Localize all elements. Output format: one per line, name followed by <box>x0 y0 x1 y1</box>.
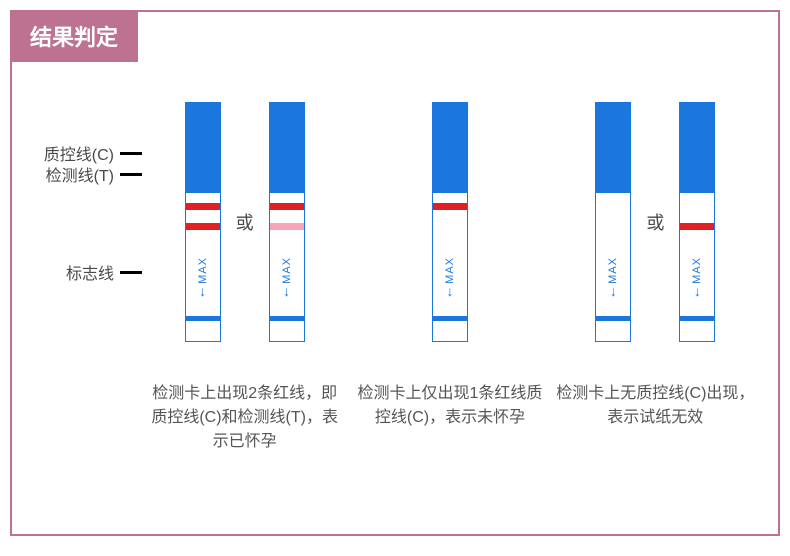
test-strip: MAX↓ <box>679 102 715 342</box>
strip-top-section <box>433 103 467 193</box>
test-line-band <box>680 223 714 230</box>
strips-row: MAX↓ <box>432 92 468 352</box>
result-group: MAX↓ 检测卡上仅出现1条红线质控线(C)，表示未怀孕 <box>350 92 550 514</box>
max-label: MAX <box>607 257 619 284</box>
max-label: MAX <box>444 257 456 284</box>
test-line-band <box>270 223 304 230</box>
strip-top-section <box>596 103 630 193</box>
result-group: MAX↓或MAX↓检测卡上出现2条红线，即质控线(C)和检测线(T)，表示已怀孕 <box>145 92 345 514</box>
arrow-down-icon: ↓ <box>283 283 290 299</box>
content-area: 质控线(C) 检测线(T) 标志线 MAX↓或MAX↓检测卡上出现2条红线，即质… <box>12 12 778 534</box>
arrow-down-icon: ↓ <box>199 283 206 299</box>
label-line-indicator <box>120 271 142 274</box>
labels-column: 质控线(C) 检测线(T) 标志线 <box>32 92 142 514</box>
control-line-band <box>433 203 467 210</box>
max-section: MAX↓ <box>186 243 220 313</box>
marker-line-band <box>680 316 714 321</box>
label-test-line: 检测线(T) <box>12 162 142 186</box>
test-strip: MAX↓ <box>432 102 468 342</box>
groups-container: MAX↓或MAX↓检测卡上出现2条红线，即质控线(C)和检测线(T)，表示已怀孕… <box>142 92 758 514</box>
label-test-text: 检测线(T) <box>46 162 114 186</box>
result-description: 检测卡上无质控线(C)出现，表示试纸无效 <box>555 382 755 430</box>
marker-line-band <box>186 316 220 321</box>
control-line-band <box>270 203 304 210</box>
strip-top-section <box>270 103 304 193</box>
arrow-down-icon: ↓ <box>694 283 701 299</box>
or-label: 或 <box>646 209 664 235</box>
max-section: MAX↓ <box>433 243 467 313</box>
max-label: MAX <box>691 257 703 284</box>
arrow-down-icon: ↓ <box>446 283 453 299</box>
max-section: MAX↓ <box>270 243 304 313</box>
strips-row: MAX↓或MAX↓ <box>185 92 305 352</box>
max-label: MAX <box>281 257 293 284</box>
or-label: 或 <box>236 209 254 235</box>
label-marker-line: 标志线 <box>12 260 142 284</box>
result-description: 检测卡上仅出现1条红线质控线(C)，表示未怀孕 <box>350 382 550 430</box>
test-strip: MAX↓ <box>269 102 305 342</box>
max-section: MAX↓ <box>596 243 630 313</box>
test-strip: MAX↓ <box>185 102 221 342</box>
strips-row: MAX↓或MAX↓ <box>595 92 715 352</box>
max-section: MAX↓ <box>680 243 714 313</box>
test-strip: MAX↓ <box>595 102 631 342</box>
control-line-band <box>186 203 220 210</box>
result-group: MAX↓或MAX↓检测卡上无质控线(C)出现，表示试纸无效 <box>555 92 755 514</box>
strip-top-section <box>186 103 220 193</box>
marker-line-band <box>270 316 304 321</box>
marker-line-band <box>433 316 467 321</box>
strip-top-section <box>680 103 714 193</box>
main-container: 结果判定 质控线(C) 检测线(T) 标志线 MAX↓或MAX↓检测卡上出现2条… <box>10 10 780 536</box>
label-line-indicator <box>120 173 142 176</box>
max-label: MAX <box>197 257 209 284</box>
label-marker-text: 标志线 <box>66 260 114 284</box>
marker-line-band <box>596 316 630 321</box>
header-tab: 结果判定 <box>10 10 138 62</box>
label-line-indicator <box>120 152 142 155</box>
arrow-down-icon: ↓ <box>610 283 617 299</box>
result-description: 检测卡上出现2条红线，即质控线(C)和检测线(T)，表示已怀孕 <box>145 382 345 454</box>
test-line-band <box>186 223 220 230</box>
